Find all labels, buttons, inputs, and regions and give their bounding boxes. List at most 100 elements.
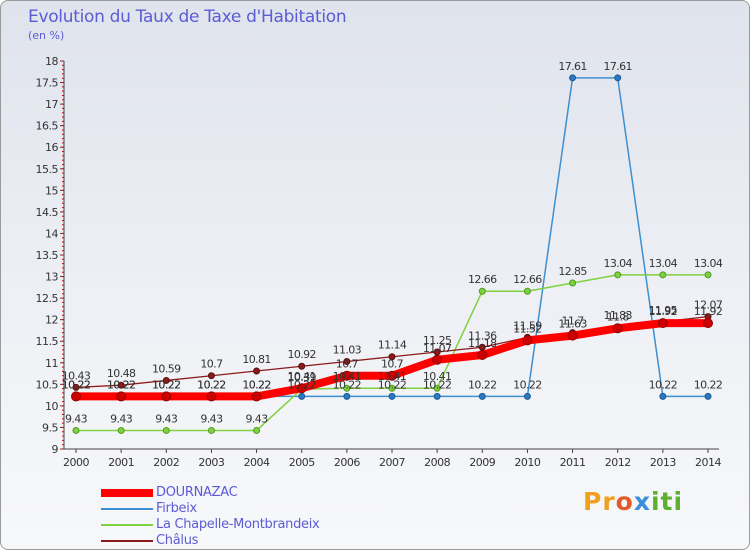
data-label: 10.22 [649, 378, 678, 391]
data-label: 13.04 [694, 257, 723, 270]
chart-title: Evolution du Taux de Taxe d'Habitation [28, 7, 347, 27]
data-label: 10.22 [378, 378, 407, 391]
data-point [253, 426, 261, 434]
data-label: 10.22 [107, 378, 136, 391]
legend-item: DOURNAZAC [101, 485, 401, 501]
data-label: 10.41 [378, 370, 407, 383]
series-points [71, 74, 713, 434]
data-label: 10.7 [336, 358, 359, 371]
y-tick-label: 15 [45, 184, 58, 197]
y-tick-label: 11.5 [36, 335, 59, 348]
data-point [298, 362, 306, 370]
y-tick-label: 9.5 [42, 421, 58, 434]
y-tick-label: 16.5 [36, 120, 59, 133]
data-point [343, 357, 351, 365]
data-label: 10.22 [287, 378, 316, 391]
data-label: 10.22 [423, 378, 452, 391]
x-tick-label: 2006 [334, 456, 360, 469]
y-tick-label: 17.5 [36, 77, 59, 90]
data-point [207, 372, 215, 380]
data-label: 11.18 [468, 337, 497, 350]
x-tick-label: 2005 [289, 456, 315, 469]
data-point [657, 318, 668, 329]
legend-label: La Chapelle-Montbrandeix [156, 517, 320, 532]
legend-label: DOURNAZAC [156, 485, 238, 500]
data-label: 10.22 [513, 378, 542, 391]
data-label: 9.43 [246, 412, 269, 425]
data-label: 10.22 [468, 378, 497, 391]
data-label: 10.41 [423, 370, 452, 383]
data-point [71, 391, 81, 402]
data-label: 10.7 [381, 358, 404, 371]
data-point [72, 426, 80, 434]
data-point [117, 426, 125, 434]
logo-part-4: iti [650, 487, 684, 516]
x-tick-label: 2001 [108, 456, 134, 469]
legend-swatch [101, 524, 153, 526]
data-point [251, 391, 262, 402]
data-point [614, 74, 622, 82]
data-label: 10.22 [197, 378, 226, 391]
data-point [117, 381, 125, 389]
data-point [162, 376, 170, 384]
data-label: 10.22 [107, 378, 136, 391]
data-point [522, 335, 533, 346]
data-point [704, 392, 712, 400]
y-tick-label: 18 [45, 55, 58, 68]
data-label: 11.03 [333, 343, 362, 356]
data-label: 12.66 [468, 273, 497, 286]
data-point [614, 271, 622, 279]
x-tick-label: 2010 [514, 456, 540, 469]
data-label: 11.92 [649, 305, 678, 318]
data-label: 10.41 [333, 370, 362, 383]
data-label: 10.39 [287, 371, 316, 384]
data-point [207, 426, 215, 434]
data-label: 11.59 [513, 319, 542, 332]
data-point [72, 383, 80, 391]
data-point [433, 392, 441, 400]
data-label: 13.04 [603, 257, 632, 270]
data-point [388, 353, 396, 361]
data-label: 10.22 [62, 378, 91, 391]
y-tick-label: 17 [45, 98, 58, 111]
data-point [341, 370, 352, 381]
data-point [704, 271, 712, 279]
data-point [343, 384, 351, 392]
x-tick-label: 2011 [560, 456, 586, 469]
data-point [478, 392, 486, 400]
data-label: 11.14 [378, 339, 407, 352]
data-label: 11.52 [513, 322, 542, 335]
data-label: 10.81 [242, 353, 271, 366]
data-label: 10.7 [200, 358, 223, 371]
data-label: 10.92 [287, 348, 316, 361]
data-point [612, 323, 623, 334]
logo-part-1: Pr [583, 487, 616, 516]
data-label: 10.22 [62, 378, 91, 391]
data-point [569, 74, 577, 82]
data-point [523, 392, 531, 400]
x-tick-label: 2007 [379, 456, 405, 469]
data-point [298, 392, 306, 400]
data-label: 11.36 [468, 329, 497, 342]
data-label: 17.61 [558, 60, 587, 73]
data-point [659, 392, 667, 400]
data-label: 10.41 [287, 370, 316, 383]
y-tick-label: 9 [52, 443, 59, 456]
legend-label: Firbeix [156, 501, 197, 516]
x-tick-label: 2004 [244, 456, 270, 469]
x-tick-label: 2008 [424, 456, 450, 469]
x-tick-label: 2009 [469, 456, 495, 469]
proxiti-logo: Proxiti [583, 487, 683, 516]
x-tick-label: 2014 [695, 456, 721, 469]
x-tick-label: 2012 [605, 456, 631, 469]
data-point [567, 330, 578, 341]
data-label: 11.95 [649, 304, 678, 317]
y-tick-label: 13.5 [36, 249, 59, 262]
legend-item: Châlus [101, 533, 401, 549]
data-label: 11.92 [694, 305, 723, 318]
y-tick-label: 10.5 [36, 378, 59, 391]
y-tick-label: 16 [45, 141, 58, 154]
data-label: 9.43 [155, 412, 178, 425]
